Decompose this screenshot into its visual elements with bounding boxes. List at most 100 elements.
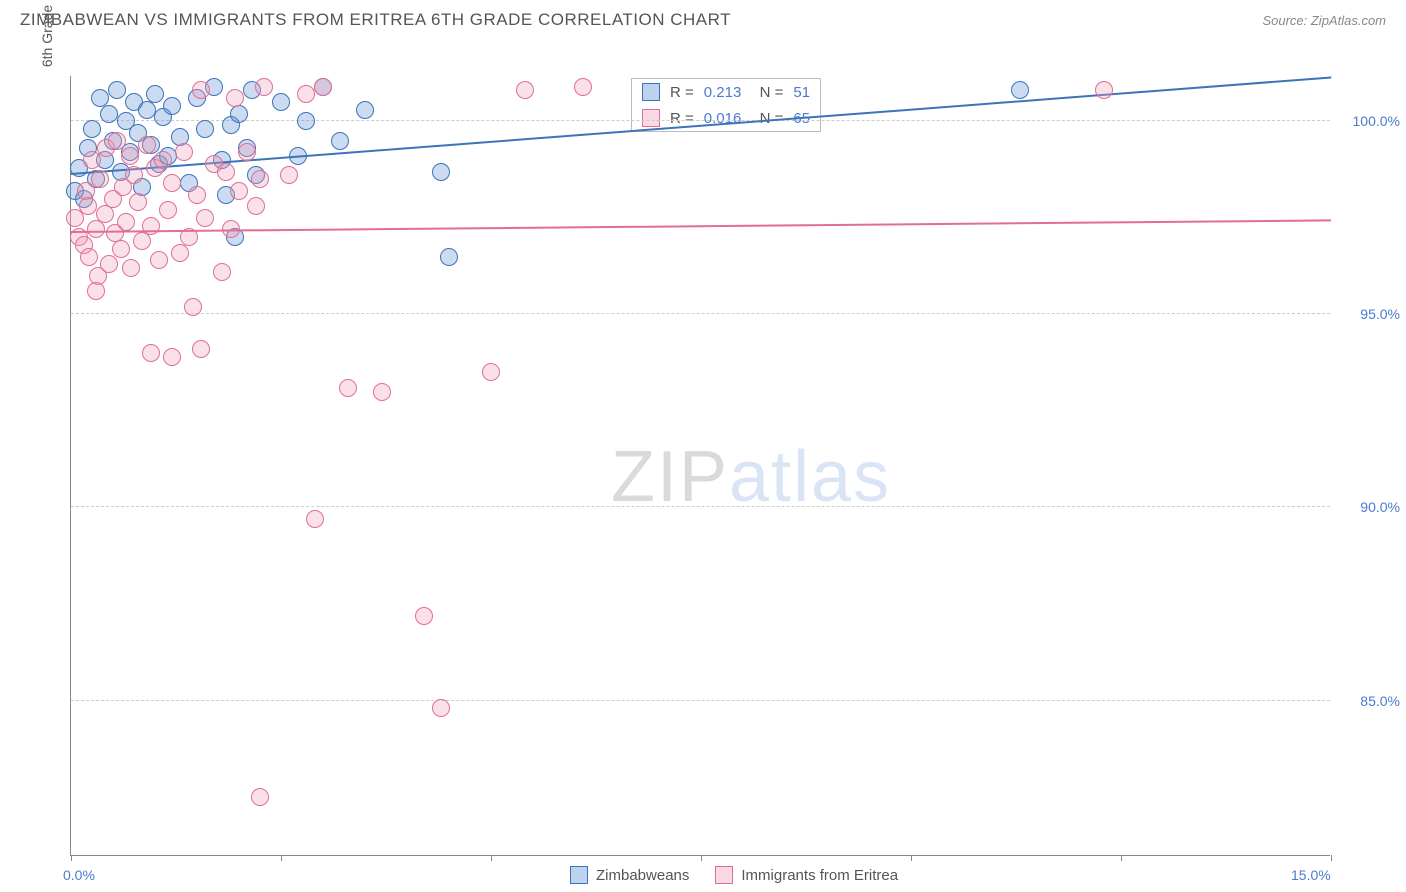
data-point: [154, 151, 172, 169]
data-point: [373, 383, 391, 401]
data-point: [516, 81, 534, 99]
data-point: [297, 85, 315, 103]
data-point: [80, 248, 98, 266]
gridline: [71, 506, 1330, 507]
gridline: [71, 700, 1330, 701]
data-point: [432, 163, 450, 181]
legend-item: Immigrants from Eritrea: [715, 866, 898, 884]
legend-swatch: [570, 866, 588, 884]
stat-n-value: 51: [793, 84, 810, 101]
legend-label: Zimbabweans: [596, 867, 689, 884]
data-point: [196, 120, 214, 138]
data-point: [251, 788, 269, 806]
data-point: [251, 170, 269, 188]
data-point: [79, 197, 97, 215]
data-point: [159, 201, 177, 219]
data-point: [226, 89, 244, 107]
data-point: [138, 136, 156, 154]
data-point: [230, 182, 248, 200]
x-tick: [911, 855, 912, 861]
chart-title: ZIMBABWEAN VS IMMIGRANTS FROM ERITREA 6T…: [20, 10, 731, 30]
data-point: [96, 205, 114, 223]
gridline: [71, 313, 1330, 314]
data-point: [108, 81, 126, 99]
data-point: [192, 81, 210, 99]
stat-r-value: 0.213: [704, 84, 742, 101]
stat-r-label: R =: [670, 84, 694, 101]
data-point: [482, 363, 500, 381]
data-point: [175, 143, 193, 161]
data-point: [217, 163, 235, 181]
data-point: [1011, 81, 1029, 99]
x-tick-label: 0.0%: [63, 867, 95, 883]
data-point: [83, 120, 101, 138]
data-point: [87, 282, 105, 300]
legend-swatch: [642, 83, 660, 101]
data-point: [112, 240, 130, 258]
data-point: [184, 298, 202, 316]
y-tick-label: 100.0%: [1340, 113, 1400, 129]
data-point: [196, 209, 214, 227]
data-point: [247, 197, 265, 215]
stat-r-label: R =: [670, 110, 694, 127]
data-point: [87, 220, 105, 238]
data-point: [150, 251, 168, 269]
data-point: [440, 248, 458, 266]
data-point: [142, 344, 160, 362]
data-point: [117, 213, 135, 231]
data-point: [163, 348, 181, 366]
data-point: [272, 93, 290, 111]
chart-source: Source: ZipAtlas.com: [1262, 13, 1386, 28]
x-tick: [1331, 855, 1332, 861]
data-point: [121, 147, 139, 165]
data-point: [238, 143, 256, 161]
legend-swatch: [715, 866, 733, 884]
gridline: [71, 120, 1330, 121]
legend-swatch: [642, 109, 660, 127]
data-point: [230, 105, 248, 123]
data-point: [574, 78, 592, 96]
stat-n-label: N =: [751, 84, 783, 101]
plot-area: ZIPatlas R = 0.213 N = 51R = 0.016 N = 6…: [70, 76, 1330, 856]
data-point: [125, 166, 143, 184]
y-axis-label: 6th Grade: [39, 5, 55, 67]
data-point: [100, 105, 118, 123]
data-point: [146, 85, 164, 103]
watermark-zip: ZIP: [611, 437, 729, 517]
data-point: [163, 174, 181, 192]
data-point: [339, 379, 357, 397]
y-tick-label: 90.0%: [1340, 499, 1400, 515]
y-tick-label: 95.0%: [1340, 306, 1400, 322]
data-point: [415, 607, 433, 625]
data-point: [314, 78, 332, 96]
data-point: [188, 186, 206, 204]
data-point: [255, 78, 273, 96]
data-point: [91, 170, 109, 188]
x-tick: [491, 855, 492, 861]
series-legend: Zimbabweans Immigrants from Eritrea: [570, 866, 898, 884]
trend-line: [71, 220, 1331, 234]
x-tick: [701, 855, 702, 861]
data-point: [1095, 81, 1113, 99]
data-point: [100, 255, 118, 273]
data-point: [108, 132, 126, 150]
watermark-atlas: atlas: [729, 437, 891, 517]
data-point: [306, 510, 324, 528]
y-tick-label: 85.0%: [1340, 693, 1400, 709]
data-point: [432, 699, 450, 717]
x-tick-label: 15.0%: [1291, 867, 1331, 883]
data-point: [122, 259, 140, 277]
data-point: [163, 97, 181, 115]
chart-header: ZIMBABWEAN VS IMMIGRANTS FROM ERITREA 6T…: [0, 0, 1406, 36]
legend-label: Immigrants from Eritrea: [741, 867, 898, 884]
data-point: [129, 193, 147, 211]
data-point: [192, 340, 210, 358]
data-point: [297, 112, 315, 130]
x-tick: [1121, 855, 1122, 861]
data-point: [171, 244, 189, 262]
data-point: [133, 232, 151, 250]
legend-stat-row: R = 0.213 N = 51: [632, 79, 820, 105]
x-tick: [71, 855, 72, 861]
data-point: [138, 101, 156, 119]
data-point: [213, 263, 231, 281]
